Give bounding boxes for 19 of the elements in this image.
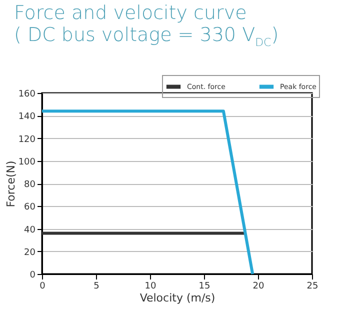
x-axis-title: Velocity (m/s) [140, 291, 216, 304]
x-tick-label: 10 [144, 281, 156, 292]
x-tick-label: 20 [252, 281, 264, 292]
y-tick-label: 40 [24, 225, 36, 236]
y-tick-label: 80 [24, 180, 36, 190]
chart-subtitle: ( DC bus voltage = 330 V$_{DC}$) [14, 24, 280, 51]
y-tick-label: 100 [18, 157, 36, 168]
x-tick-label: 0 [40, 281, 46, 292]
y-tick-label: 60 [24, 202, 36, 212]
y-axis-title: Force(N) [4, 160, 18, 208]
y-tick-label: 120 [18, 134, 36, 145]
x-tick-label: 15 [198, 281, 210, 292]
y-tick-label: 140 [18, 112, 36, 122]
x-tick-label: 25 [306, 281, 318, 292]
y-tick-label: 160 [18, 89, 36, 100]
y-tick-label: 20 [24, 248, 36, 258]
chart-title: Force and velocity curve [14, 2, 248, 24]
y-tick-label: 0 [30, 270, 36, 280]
x-tick-label: 5 [94, 281, 100, 292]
